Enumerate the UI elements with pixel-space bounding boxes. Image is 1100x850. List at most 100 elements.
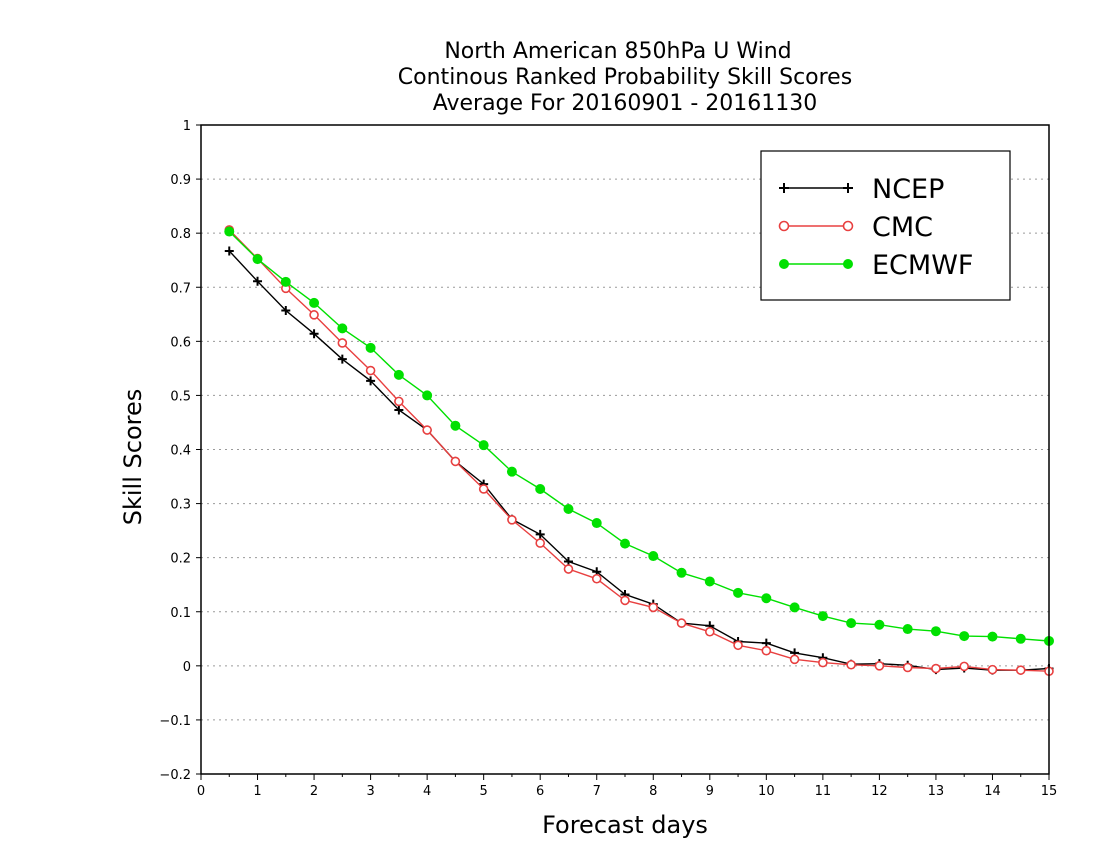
series-line-ncep bbox=[228, 250, 1050, 671]
data-point-ecmwf bbox=[620, 538, 630, 549]
x-tick-label: 13 bbox=[928, 784, 945, 799]
legend: NCEP CMC ECMWF bbox=[760, 150, 1011, 301]
data-point-cmc bbox=[394, 396, 404, 407]
data-point-ecmwf bbox=[478, 440, 489, 451]
data-point-cmc bbox=[874, 661, 885, 671]
x-tick-label: 3 bbox=[366, 784, 374, 799]
data-point-cmc bbox=[846, 659, 856, 670]
data-point-ecmwf bbox=[959, 631, 970, 642]
series-cmc bbox=[224, 225, 1054, 677]
data-point-cmc bbox=[959, 661, 970, 672]
x-tick-label: 10 bbox=[758, 784, 775, 799]
x-tick-label: 15 bbox=[1041, 784, 1058, 799]
y-tick-label: 0.1 bbox=[170, 606, 191, 621]
data-point-cmc bbox=[931, 663, 941, 674]
data-point-cmc bbox=[704, 626, 715, 637]
data-point-ecmwf bbox=[224, 226, 235, 237]
data-point-ecmwf bbox=[393, 369, 404, 380]
data-point-ecmwf bbox=[930, 626, 941, 637]
data-point-cmc bbox=[620, 595, 630, 606]
data-point-ncep bbox=[366, 376, 376, 386]
data-point-ncep bbox=[309, 329, 319, 339]
data-point-ecmwf bbox=[761, 593, 772, 604]
data-point-cmc bbox=[309, 310, 319, 320]
series-ecmwf bbox=[224, 226, 1054, 646]
chart-title-line-3: Average For 20160901 - 20161130 bbox=[433, 91, 818, 116]
x-tick-label: 6 bbox=[536, 784, 544, 799]
data-point-ecmwf bbox=[309, 297, 320, 308]
data-point-ecmwf bbox=[450, 420, 461, 431]
plot-frame bbox=[200, 124, 1050, 775]
x-tick-label: 14 bbox=[984, 784, 1001, 799]
data-point-cmc bbox=[676, 618, 687, 628]
axis-ticks: −0.2−0.100.10.20.30.40.50.60.70.80.910 1 2… bbox=[159, 119, 1057, 799]
x-axis-label: Forecast days bbox=[542, 811, 708, 839]
legend-label: ECMWF bbox=[872, 250, 973, 281]
data-point-ncep bbox=[253, 276, 263, 286]
data-point-cmc bbox=[1015, 665, 1026, 675]
data-point-ecmwf bbox=[591, 518, 602, 529]
x-tick-label: 11 bbox=[815, 784, 832, 799]
data-point-cmc bbox=[591, 573, 602, 584]
data-point-ecmwf bbox=[676, 567, 687, 578]
data-point-cmc bbox=[761, 645, 772, 656]
x-tick-label: 4 bbox=[423, 784, 431, 799]
x-tick-label: 7 bbox=[593, 784, 601, 799]
y-tick-label: 0.5 bbox=[170, 389, 191, 404]
data-point-ecmwf bbox=[563, 503, 574, 514]
y-tick-label: 0.4 bbox=[170, 444, 191, 459]
y-tick-label: 0.2 bbox=[170, 552, 191, 567]
data-point-cmc bbox=[818, 657, 828, 668]
data-point-cmc bbox=[507, 515, 517, 525]
legend-label: CMC bbox=[872, 212, 933, 243]
y-tick-label: 0.6 bbox=[170, 335, 191, 350]
data-point-ecmwf bbox=[365, 342, 376, 353]
data-point-cmc bbox=[450, 456, 461, 467]
series-ncep bbox=[224, 246, 1054, 675]
y-tick-label: 0.7 bbox=[170, 281, 191, 296]
data-point-cmc bbox=[535, 538, 546, 548]
data-point-cmc bbox=[789, 654, 800, 665]
legend-entry-ncep: NCEP bbox=[779, 174, 944, 205]
x-tick-label: 0 bbox=[197, 784, 205, 799]
data-point-cmc bbox=[733, 640, 743, 651]
y-tick-label: −0.2 bbox=[159, 768, 191, 783]
legend-entry-cmc: CMC bbox=[778, 212, 933, 243]
y-tick-label: 0.9 bbox=[170, 173, 191, 188]
legend-marker bbox=[778, 220, 790, 232]
data-point-ecmwf bbox=[902, 624, 913, 635]
data-point-cmc bbox=[422, 425, 432, 435]
legend-marker bbox=[779, 259, 789, 269]
x-tick-label: 8 bbox=[649, 784, 657, 799]
x-tick-label: 9 bbox=[706, 784, 714, 799]
y-tick-label: 1 bbox=[183, 119, 191, 134]
y-tick-label: −0.1 bbox=[159, 714, 191, 729]
y-tick-label: 0.3 bbox=[170, 498, 191, 513]
legend-label: NCEP bbox=[872, 174, 944, 205]
x-tick-label: 5 bbox=[480, 784, 488, 799]
data-point-ecmwf bbox=[987, 631, 998, 642]
x-tick-label: 12 bbox=[871, 784, 888, 799]
legend-marker bbox=[779, 183, 789, 193]
data-point-ncep bbox=[535, 529, 545, 539]
data-point-ecmwf bbox=[1015, 633, 1026, 644]
data-point-cmc bbox=[902, 662, 913, 673]
legend-marker bbox=[843, 259, 853, 269]
x-tick-label: 2 bbox=[310, 784, 318, 799]
legend-marker bbox=[843, 183, 853, 193]
data-point-ecmwf bbox=[280, 276, 291, 287]
data-point-ecmwf bbox=[874, 619, 885, 630]
y-tick-label: 0.8 bbox=[170, 227, 191, 242]
data-point-ecmwf bbox=[733, 587, 744, 598]
data-point-ecmwf bbox=[422, 390, 433, 401]
data-point-ecmwf bbox=[789, 602, 800, 613]
data-point-ncep bbox=[224, 246, 234, 256]
legend-entry-ecmwf: ECMWF bbox=[779, 250, 973, 281]
data-point-ecmwf bbox=[337, 323, 348, 334]
chart-title-line-2: Continous Ranked Probability Skill Score… bbox=[398, 65, 852, 90]
y-axis-label: Skill Scores bbox=[119, 389, 147, 526]
data-point-cmc bbox=[648, 602, 659, 613]
data-point-ecmwf bbox=[535, 483, 546, 494]
data-point-ecmwf bbox=[846, 618, 857, 629]
data-point-cmc bbox=[478, 484, 489, 494]
